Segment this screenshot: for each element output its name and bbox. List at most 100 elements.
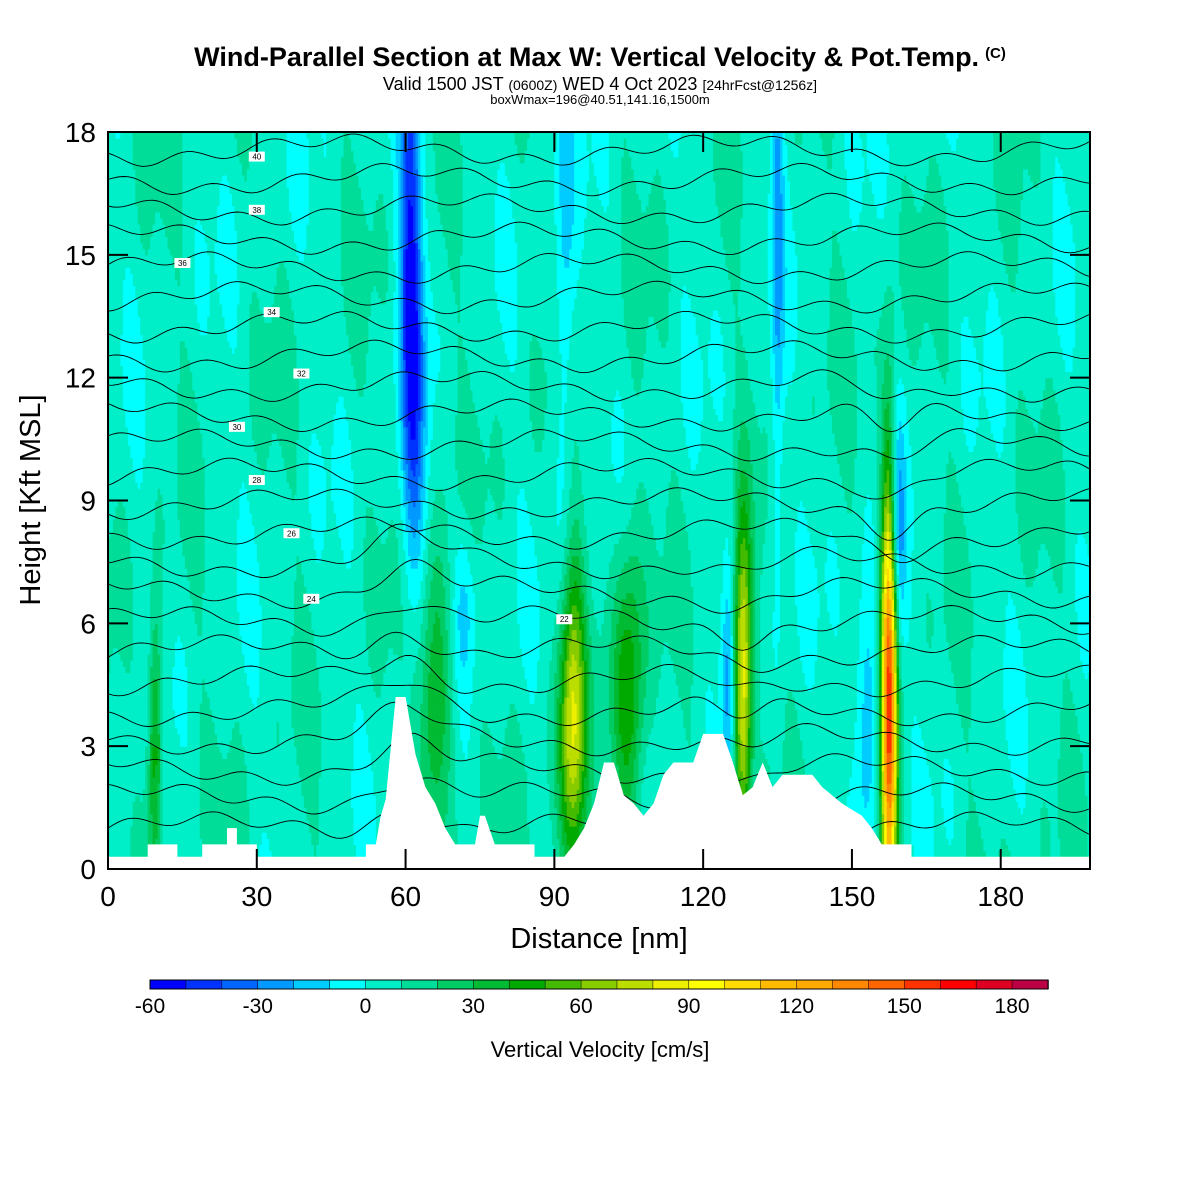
- velocity-cell: [125, 764, 129, 772]
- velocity-cell: [130, 580, 134, 588]
- velocity-cell: [120, 279, 124, 287]
- velocity-cell: [142, 475, 146, 483]
- velocity-cell: [135, 598, 139, 606]
- velocity-cell: [122, 408, 126, 416]
- velocity-cell: [108, 844, 112, 852]
- velocity-cell: [117, 187, 121, 195]
- velocity-cell: [117, 807, 121, 815]
- velocity-cell: [137, 795, 141, 803]
- velocity-cell: [137, 672, 141, 680]
- velocity-cell: [137, 623, 141, 631]
- velocity-cell: [115, 279, 119, 287]
- velocity-cell: [112, 807, 117, 815]
- velocity-cell: [130, 457, 134, 465]
- velocity-cell: [132, 236, 136, 244]
- velocity-cell: [108, 611, 112, 618]
- velocity-cell: [132, 660, 136, 667]
- velocity-cell: [110, 500, 114, 508]
- velocity-cell: [122, 463, 126, 471]
- velocity-cell: [115, 488, 119, 495]
- velocity-cell: [120, 211, 124, 219]
- velocity-cell: [120, 832, 124, 839]
- velocity-cell: [108, 457, 112, 465]
- velocity-cell: [135, 574, 139, 581]
- velocity-cell: [115, 156, 119, 164]
- velocity-cell: [140, 574, 144, 581]
- velocity-cell: [125, 162, 129, 170]
- velocity-cell: [137, 168, 141, 176]
- velocity-cell: [130, 420, 134, 428]
- velocity-cell: [135, 426, 139, 434]
- velocity-cell: [120, 684, 124, 692]
- velocity-cell: [132, 156, 136, 164]
- velocity-cell: [130, 770, 134, 778]
- velocity-cell: [140, 838, 144, 846]
- velocity-cell: [110, 475, 114, 483]
- velocity-cell: [122, 144, 126, 152]
- velocity-cell: [127, 789, 131, 796]
- velocity-cell: [122, 162, 126, 170]
- velocity-cell: [115, 174, 119, 182]
- velocity-cell: [108, 236, 112, 244]
- velocity-cell: [145, 641, 149, 649]
- velocity-cell: [120, 402, 124, 409]
- velocity-cell: [137, 310, 141, 317]
- velocity-cell: [132, 254, 136, 262]
- velocity-cell: [110, 439, 114, 446]
- velocity-cell: [120, 666, 124, 674]
- velocity-cell: [127, 414, 131, 422]
- velocity-cell: [130, 451, 134, 459]
- velocity-cell: [120, 654, 124, 661]
- velocity-cell: [115, 721, 119, 729]
- velocity-cell: [112, 838, 117, 846]
- velocity-cell: [142, 647, 146, 655]
- velocity-cell: [127, 248, 131, 256]
- velocity-cell: [137, 254, 141, 262]
- velocity-cell: [137, 383, 141, 391]
- velocity-cell: [142, 482, 146, 489]
- velocity-cell: [130, 187, 134, 195]
- velocity-cell: [122, 316, 126, 323]
- velocity-cell: [130, 776, 134, 784]
- velocity-cell: [115, 672, 119, 680]
- velocity-cell: [125, 660, 129, 667]
- velocity-cell: [115, 635, 119, 643]
- velocity-cell: [145, 408, 149, 416]
- velocity-cell: [127, 592, 131, 600]
- velocity-cell: [132, 770, 136, 778]
- velocity-cell: [142, 832, 146, 839]
- velocity-cell: [110, 697, 114, 704]
- velocity-cell: [117, 132, 121, 139]
- velocity-cell: [120, 174, 124, 182]
- velocity-cell: [112, 813, 117, 821]
- velocity-cell: [127, 826, 131, 833]
- velocity-cell: [125, 758, 129, 766]
- velocity-cell: [137, 561, 141, 569]
- velocity-cell: [120, 611, 124, 618]
- velocity-cell: [108, 482, 112, 489]
- velocity-cell: [110, 426, 114, 434]
- velocity-cell: [140, 776, 144, 784]
- velocity-cell: [122, 629, 126, 637]
- velocity-cell: [117, 340, 121, 348]
- velocity-cell: [127, 617, 131, 624]
- velocity-cell: [140, 310, 144, 317]
- velocity-cell: [135, 303, 139, 311]
- velocity-cell: [130, 205, 134, 213]
- velocity-cell: [117, 500, 121, 508]
- velocity-cell: [142, 432, 146, 440]
- velocity-cell: [115, 525, 119, 532]
- velocity-cell: [115, 414, 119, 422]
- velocity-cell: [142, 623, 146, 631]
- velocity-cell: [140, 273, 144, 280]
- velocity-cell: [132, 457, 136, 465]
- velocity-cell: [110, 205, 114, 213]
- velocity-cell: [122, 242, 126, 250]
- velocity-cell: [132, 592, 136, 600]
- velocity-cell: [130, 389, 134, 397]
- velocity-cell: [135, 617, 139, 624]
- velocity-cell: [115, 187, 119, 195]
- velocity-cell: [140, 383, 144, 391]
- velocity-cell: [120, 525, 124, 532]
- velocity-cell: [117, 770, 121, 778]
